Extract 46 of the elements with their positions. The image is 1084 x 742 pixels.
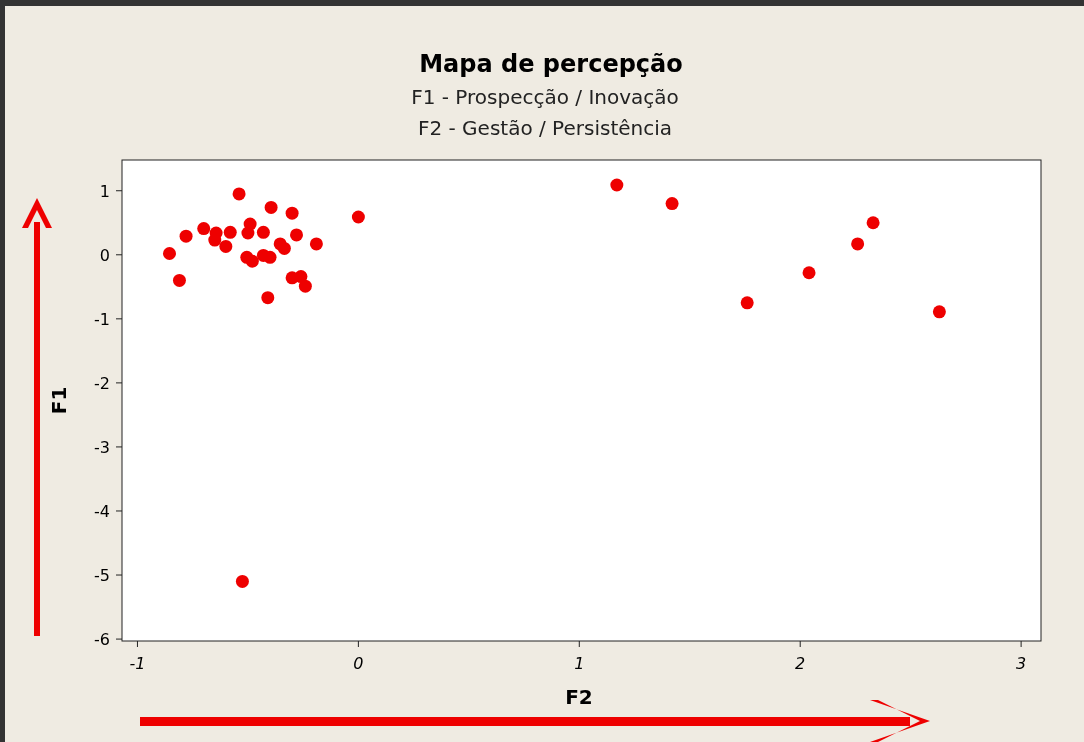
point xyxy=(197,222,211,236)
y-tick-label: 0 xyxy=(99,245,110,265)
x-tick-label: 2 xyxy=(795,654,806,673)
chart-title: Mapa de percepção xyxy=(419,50,683,78)
point xyxy=(179,229,193,243)
point xyxy=(235,574,249,588)
point xyxy=(219,239,233,253)
point xyxy=(241,226,255,240)
point xyxy=(256,225,270,239)
point xyxy=(263,250,277,264)
point xyxy=(298,279,312,293)
y-tick-label: -3 xyxy=(94,437,110,457)
point xyxy=(309,237,323,251)
point xyxy=(264,200,278,214)
point xyxy=(208,233,222,247)
point xyxy=(277,241,291,255)
x-tick-label: 3 xyxy=(1016,654,1027,673)
point xyxy=(232,187,246,201)
y-axis-title: F1 xyxy=(47,386,71,415)
x-tick-label: 1 xyxy=(574,654,585,673)
point xyxy=(172,273,186,287)
point xyxy=(740,296,754,310)
point xyxy=(285,206,299,220)
point xyxy=(802,266,816,280)
y-tick-label: 1 xyxy=(99,181,110,201)
y-tick-label: -6 xyxy=(94,630,110,650)
x-tick-label: 0 xyxy=(353,654,364,673)
point xyxy=(665,197,679,211)
point xyxy=(245,254,259,268)
point xyxy=(261,291,275,305)
point xyxy=(932,305,946,319)
point xyxy=(351,210,365,224)
y-tick-label: -2 xyxy=(94,373,110,393)
point xyxy=(851,237,865,251)
point xyxy=(163,247,176,261)
y-tick-label: -5 xyxy=(94,566,110,586)
point xyxy=(290,228,304,242)
x-axis-title: F2 xyxy=(565,685,593,709)
chart-subtitle: F1 - Prospecção / Inovação F2 - Gestão / Persistência xyxy=(411,85,679,140)
x-tick-label: -1 xyxy=(129,654,146,673)
y-tick-label: -4 xyxy=(94,501,110,521)
y-tick-label: -1 xyxy=(94,309,110,329)
point xyxy=(866,216,880,230)
point xyxy=(294,270,308,284)
point xyxy=(610,178,624,192)
point xyxy=(223,225,237,239)
